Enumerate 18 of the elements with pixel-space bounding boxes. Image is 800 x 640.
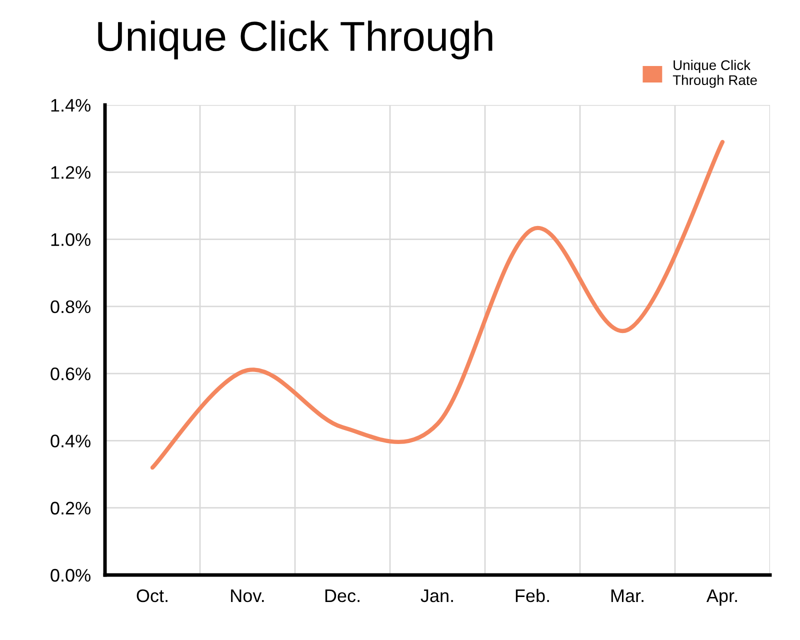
x-tick-label: Dec. [325,590,360,602]
x-tick-label: Nov. [231,590,264,602]
x-tick-label: Apr. [706,590,737,606]
y-tick-label: 1.4% [51,99,90,112]
x-tick-label: Oct. [136,589,168,602]
y-tick-label: 0.2% [50,502,90,515]
y-tick-label: 1.0% [51,233,90,246]
line-series [150,140,725,470]
y-tick-label: 0.0% [50,568,90,582]
y-tick-label: 0.6% [50,368,90,380]
y-tick-label: 0.4% [50,434,90,448]
y-tick-label: 0.8% [50,300,90,314]
x-tick-label: Mar. [611,590,644,602]
x-tick-label: Feb. [516,588,549,602]
x-tick-label: Jan. [420,590,453,602]
y-tick-label: 1.2% [51,166,90,179]
chart-title: Unique Click Through [98,20,492,60]
legend-label: Unique Click Through Rate [672,60,757,88]
